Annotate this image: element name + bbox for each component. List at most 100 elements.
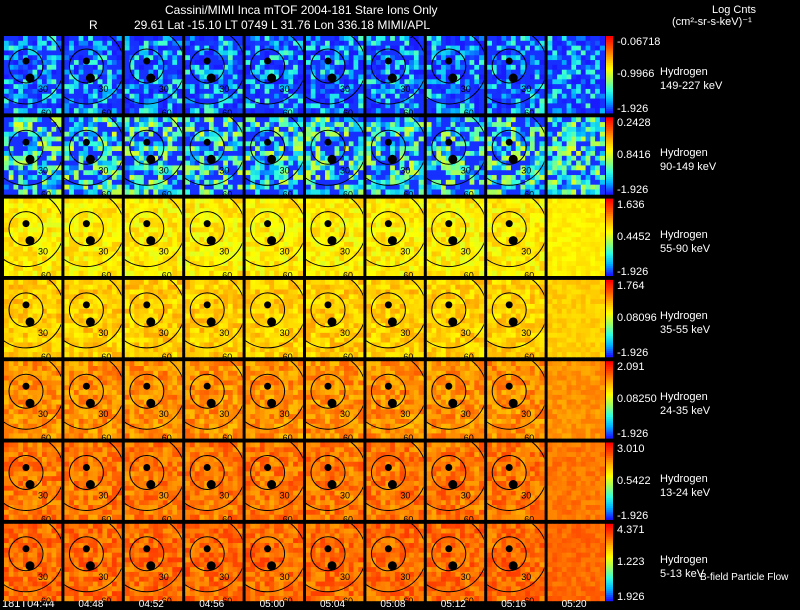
- heatmap-pixel: [97, 117, 103, 123]
- heatmap-pixel: [88, 246, 94, 252]
- heatmap-pixel: [426, 175, 432, 181]
- heatmap-pixel: [37, 136, 43, 142]
- heatmap-pixel: [237, 103, 243, 109]
- heatmap-pixel: [204, 208, 210, 214]
- heatmap-pixel: [474, 108, 480, 114]
- heatmap-pixel: [213, 36, 219, 42]
- heatmap-pixel: [8, 146, 14, 152]
- heatmap-pixel: [426, 146, 432, 152]
- colorbar-segment: [606, 36, 613, 39]
- heatmap-pixel: [13, 232, 19, 238]
- heatmap-pixel: [269, 84, 275, 90]
- heatmap-pixel: [515, 103, 521, 109]
- heatmap-pixel: [590, 136, 596, 142]
- heatmap-pixel: [561, 74, 567, 80]
- heatmap-pixel: [237, 237, 243, 243]
- heatmap-pixel: [264, 175, 270, 181]
- heatmap-pixel: [329, 88, 335, 95]
- heatmap-pixel: [218, 203, 224, 209]
- heatmap-pixel: [134, 184, 140, 190]
- heatmap-pixel: [218, 40, 224, 47]
- heatmap-pixel: [334, 74, 340, 80]
- heatmap-pixel: [13, 40, 19, 47]
- heatmap-pixel: [153, 69, 159, 75]
- heatmap-pixel: [431, 45, 437, 51]
- heatmap-pixel: [501, 175, 507, 181]
- heatmap-pixel: [194, 131, 200, 137]
- heatmap-pixel: [213, 237, 219, 243]
- heatmap-pixel: [18, 208, 24, 214]
- heatmap-pixel: [162, 122, 168, 128]
- heatmap-pixel: [4, 241, 10, 248]
- heatmap-pixel: [306, 165, 312, 171]
- heatmap-pixel: [88, 40, 94, 47]
- heatmap-pixel: [143, 175, 149, 181]
- heatmap-pixel: [194, 40, 200, 47]
- heatmap-pixel: [487, 84, 493, 90]
- heatmap-pixel: [409, 150, 415, 157]
- heatmap-pixel: [394, 126, 401, 133]
- heatmap-pixel: [529, 88, 536, 95]
- heatmap-pixel: [167, 103, 173, 109]
- heatmap-pixel: [515, 146, 521, 152]
- contour-label: 30: [280, 84, 290, 94]
- heatmap-pixel: [487, 175, 493, 181]
- heatmap-pixel: [496, 170, 502, 176]
- heatmap-pixel: [116, 60, 122, 66]
- heatmap-pixel: [227, 122, 234, 128]
- heatmap-pixel: [177, 160, 183, 166]
- heatmap-pixel: [464, 36, 470, 42]
- heatmap-pixel: [97, 60, 103, 66]
- heatmap-pixel: [27, 55, 33, 61]
- heatmap-pixel: [32, 160, 38, 166]
- heatmap-pixel: [409, 146, 415, 152]
- r-label: R: [89, 18, 98, 32]
- heatmap-pixel: [250, 270, 256, 276]
- heatmap-pixel: [199, 203, 205, 209]
- heatmap-pixel: [232, 98, 238, 104]
- heatmap-pixel: [595, 98, 601, 104]
- heatmap-pixel: [134, 270, 140, 276]
- heatmap-pixel: [189, 60, 196, 66]
- heatmap-pixel: [111, 36, 118, 42]
- heatmap-pixel: [506, 50, 512, 56]
- heatmap-pixel: [218, 175, 224, 181]
- heatmap-pixel: [92, 232, 99, 238]
- heatmap-pixel: [455, 108, 461, 114]
- heatmap-pixel: [418, 155, 424, 162]
- heatmap-pixel: [487, 150, 493, 157]
- heatmap-pixel: [37, 36, 43, 42]
- heatmap-pixel: [510, 126, 517, 133]
- saturn-marker: [22, 220, 30, 228]
- heatmap-pixel: [404, 184, 410, 190]
- contour-60: [64, 198, 122, 268]
- heatmap-pixel: [129, 227, 135, 233]
- heatmap-pixel: [547, 36, 553, 42]
- heatmap-pixel: [124, 69, 130, 75]
- heatmap-pixel: [599, 60, 605, 66]
- heatmap-pixel: [283, 246, 289, 252]
- heatmap-pixel: [255, 98, 261, 104]
- heatmap-pixel: [143, 64, 149, 71]
- heatmap-pixel: [18, 40, 24, 47]
- heatmap-pixel: [306, 146, 312, 152]
- heatmap-pixel: [455, 146, 461, 152]
- heatmap-pixel: [501, 98, 507, 104]
- heatmap-pixel: [288, 103, 294, 109]
- heatmap-pixel: [88, 213, 94, 219]
- heatmap-pixel: [479, 40, 485, 47]
- heatmap-pixel: [571, 40, 577, 47]
- heatmap-pixel: [194, 88, 200, 95]
- heatmap-pixel: [245, 55, 251, 61]
- contour-label: 60: [162, 108, 172, 118]
- heatmap-pixel: [371, 189, 377, 195]
- heatmap-pixel: [56, 108, 62, 114]
- heatmap-pixel: [339, 136, 345, 142]
- heatmap-pixel: [204, 251, 210, 257]
- heatmap-pixel: [148, 203, 154, 209]
- heatmap-pixel: [320, 141, 326, 147]
- heatmap-pixel: [409, 40, 415, 47]
- heatmap-pixel: [213, 88, 219, 95]
- heatmap-pixel: [23, 208, 29, 214]
- heatmap-pixel: [366, 141, 372, 147]
